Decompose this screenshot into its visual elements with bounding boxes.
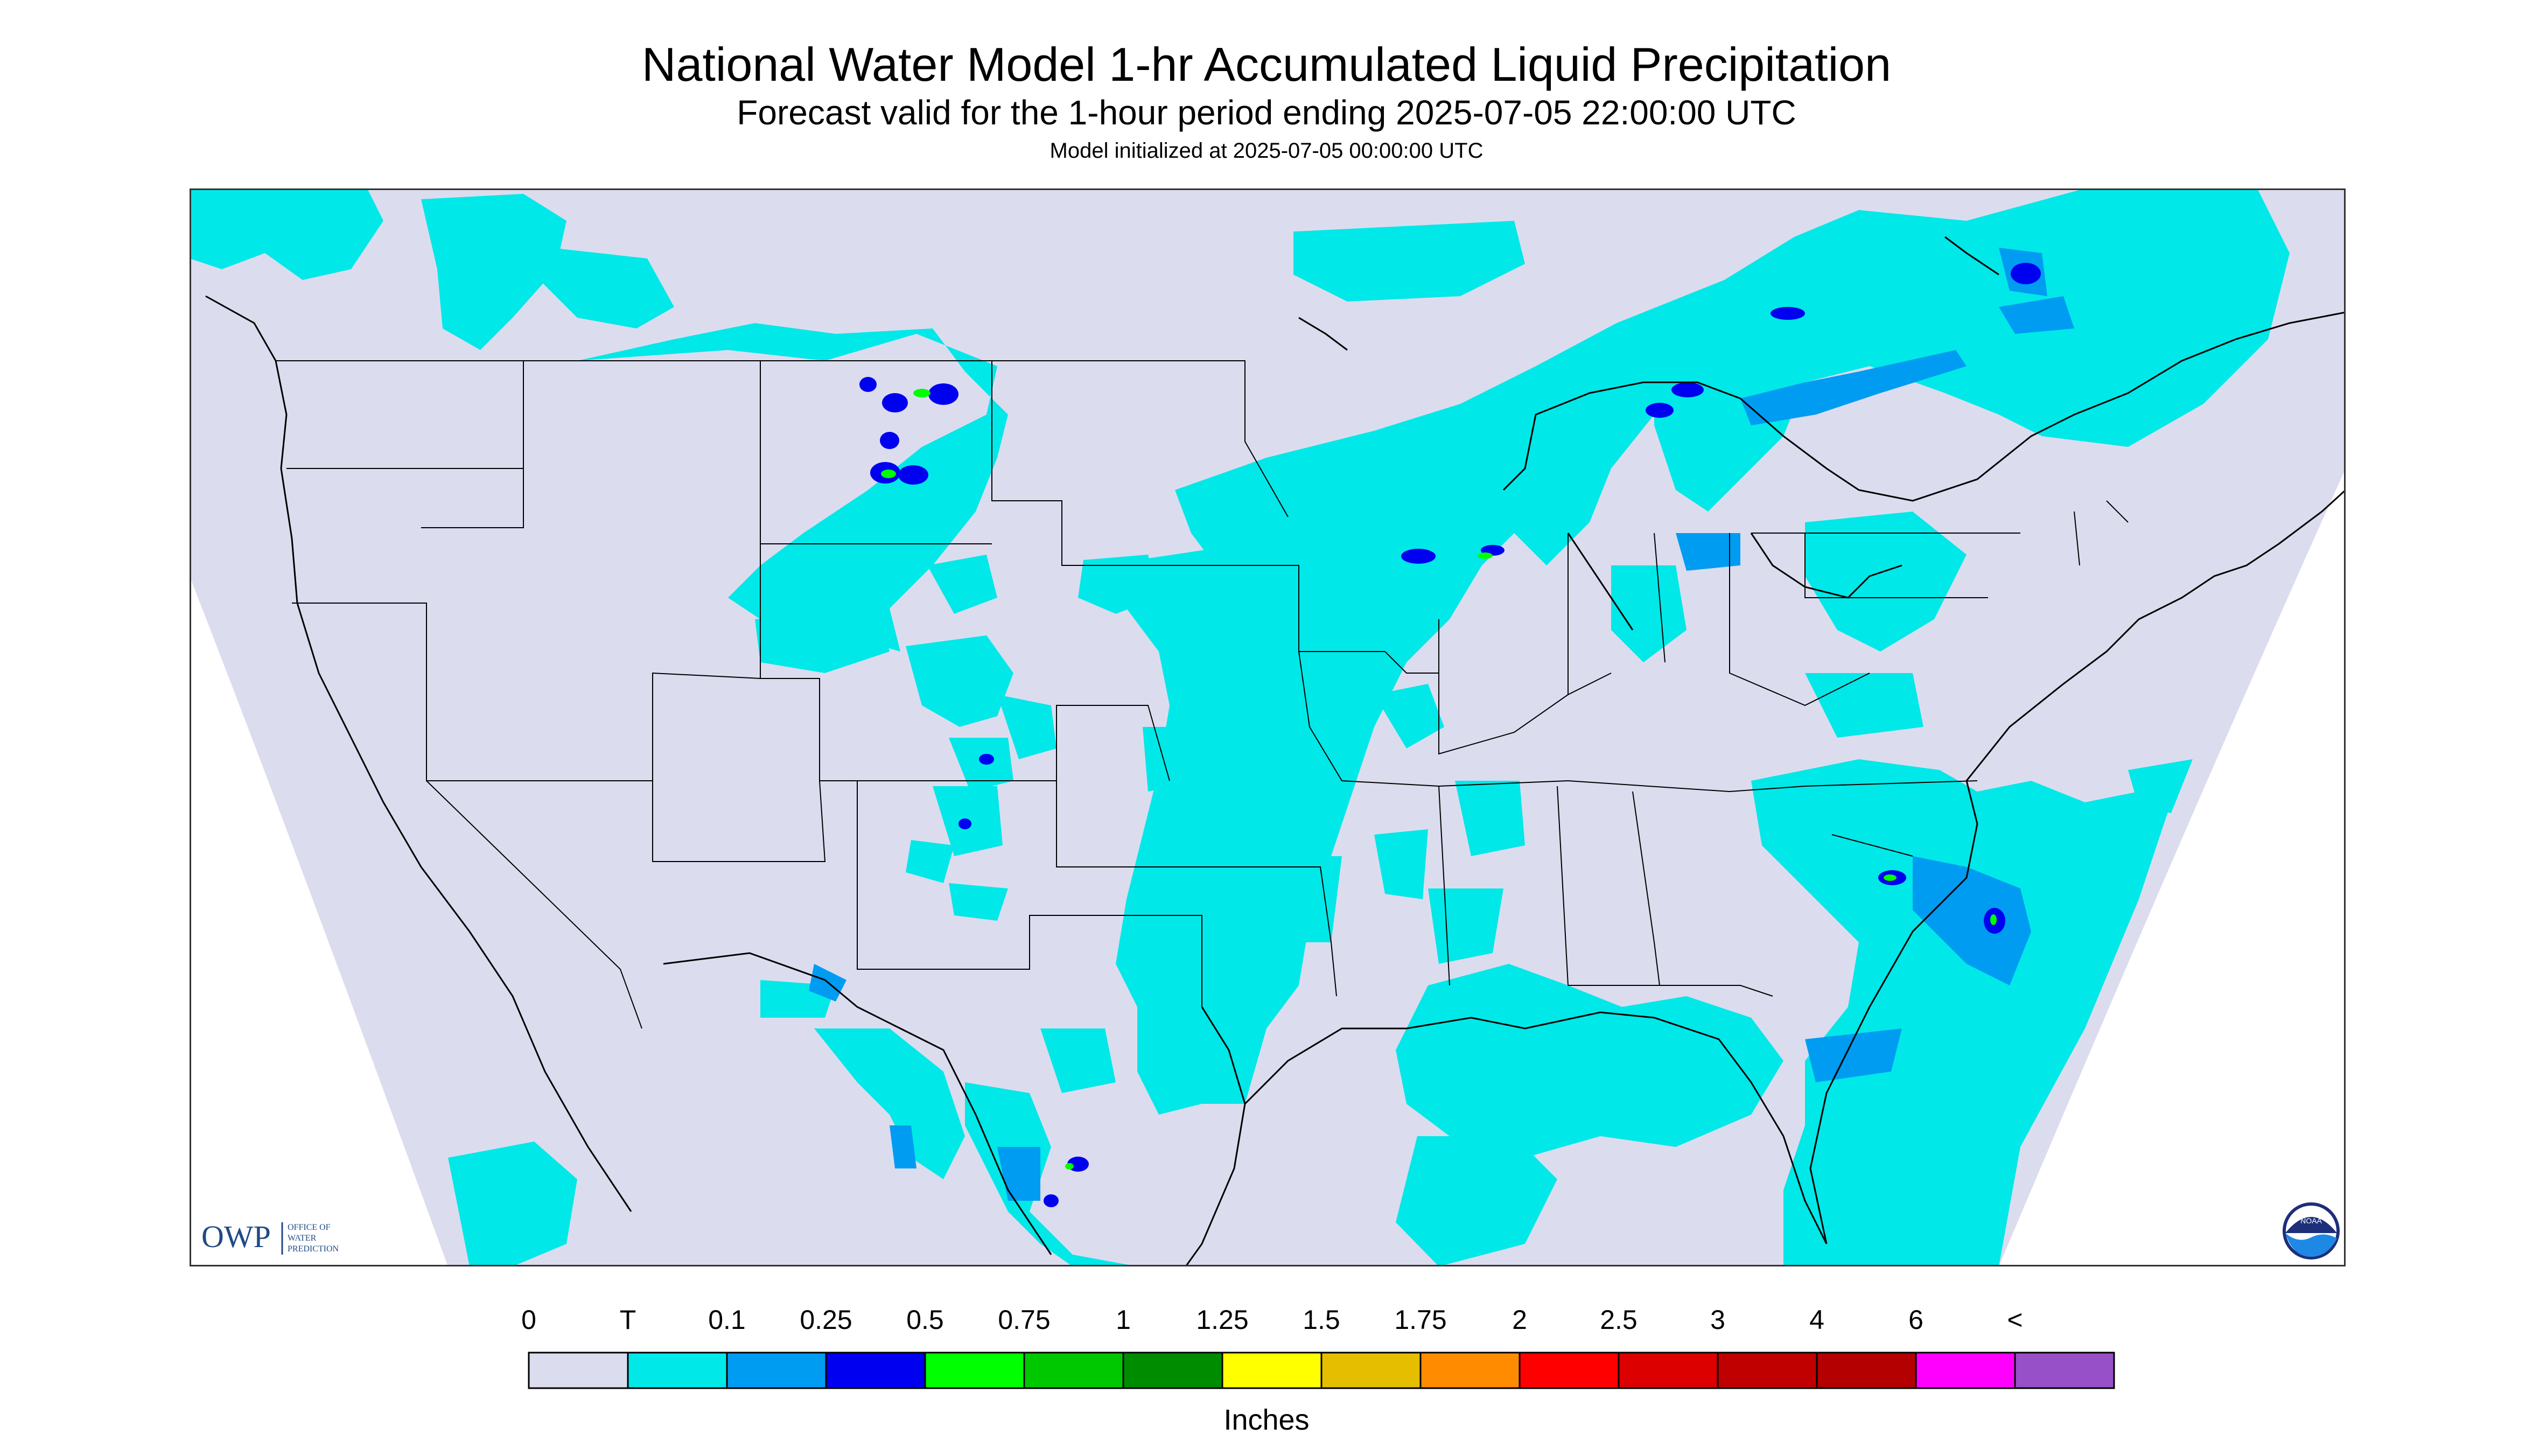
- owp-logo-line2: WATER: [288, 1234, 317, 1243]
- legend-tick-label: 2: [1512, 1305, 1527, 1335]
- legend-color-box: [1519, 1352, 1620, 1389]
- trace-precip-areas: [190, 188, 2290, 1266]
- legend-tick-label: 1.75: [1394, 1305, 1446, 1335]
- coastlines-and-borders: [205, 236, 2346, 1266]
- legend-tick-label: T: [620, 1305, 636, 1335]
- legend-color-bar: [528, 1352, 2115, 1389]
- state-boundaries: [276, 360, 2129, 1029]
- noaa-logo-text: NOAA: [2300, 1216, 2322, 1225]
- legend-color-box: [1221, 1352, 1323, 1389]
- page-title: National Water Model 1-hr Accumulated Li…: [641, 38, 1892, 91]
- owp-logo: OWP OFFICE OF WATER PREDICTION: [201, 1219, 339, 1255]
- noaa-logo: NOAA: [2283, 1202, 2340, 1259]
- precip-legend: 0 T 0.1 0.25 0.5 0.75 1 1.25 1.5 1.75 2 2.5 3 4 6 <: [521, 1305, 2115, 1389]
- legend-color-box: [528, 1352, 629, 1389]
- legend-color-box: [1320, 1352, 1422, 1389]
- legend-color-box: [1023, 1352, 1124, 1389]
- legend-color-box: [726, 1352, 827, 1389]
- legend-color-box: [1816, 1352, 1917, 1389]
- owp-logo-line1: OFFICE OF: [288, 1223, 331, 1232]
- legend-tick-label: 0.5: [906, 1305, 944, 1335]
- heavy-precip-areas: [881, 389, 1997, 1170]
- legend-labels: 0 T 0.1 0.25 0.5 0.75 1 1.25 1.5 1.75 2 2.5 3 4 6 <: [521, 1305, 2023, 1335]
- legend-tick-label: 6: [1908, 1305, 1923, 1335]
- legend-color-box: [1618, 1352, 1719, 1389]
- legend-color-box: [1717, 1352, 1818, 1389]
- moderate-precip-areas: [859, 263, 2041, 1207]
- legend-units-label: Inches: [1223, 1404, 1310, 1436]
- legend-tick-label: <: [2007, 1305, 2023, 1335]
- light-precip-areas: [809, 248, 2074, 1201]
- legend-tick-label: 3: [1710, 1305, 1725, 1335]
- legend-tick-label: 0.1: [708, 1305, 746, 1335]
- legend-tick-label: 4: [1809, 1305, 1824, 1335]
- legend-tick-label: 1.5: [1303, 1305, 1340, 1335]
- legend-tick-label: 0: [521, 1305, 536, 1335]
- legend-tick-label: 0.25: [800, 1305, 852, 1335]
- precipitation-map: OWP OFFICE OF WATER PREDICTION NOAA: [190, 188, 2346, 1266]
- legend-color-box: [924, 1352, 1025, 1389]
- legend-color-box: [627, 1352, 728, 1389]
- legend-tick-label: 2.5: [1600, 1305, 1638, 1335]
- forecast-valid-subtitle: Forecast valid for the 1-hour period end…: [737, 93, 1796, 132]
- model-initialized-text: Model initialized at 2025-07-05 00:00:00…: [1049, 139, 1484, 163]
- legend-color-box: [1122, 1352, 1223, 1389]
- owp-logo-acronym: OWP: [201, 1219, 271, 1254]
- owp-logo-line3: PREDICTION: [288, 1244, 339, 1254]
- legend-tick-label: 0.75: [998, 1305, 1050, 1335]
- map-frame: [190, 188, 2346, 1266]
- legend-color-box: [1915, 1352, 2016, 1389]
- legend-color-box: [1419, 1352, 1521, 1389]
- legend-tick-label: 1.25: [1196, 1305, 1248, 1335]
- legend-color-box: [825, 1352, 926, 1389]
- legend-tick-label: 1: [1116, 1305, 1131, 1335]
- legend-color-box: [2014, 1352, 2115, 1389]
